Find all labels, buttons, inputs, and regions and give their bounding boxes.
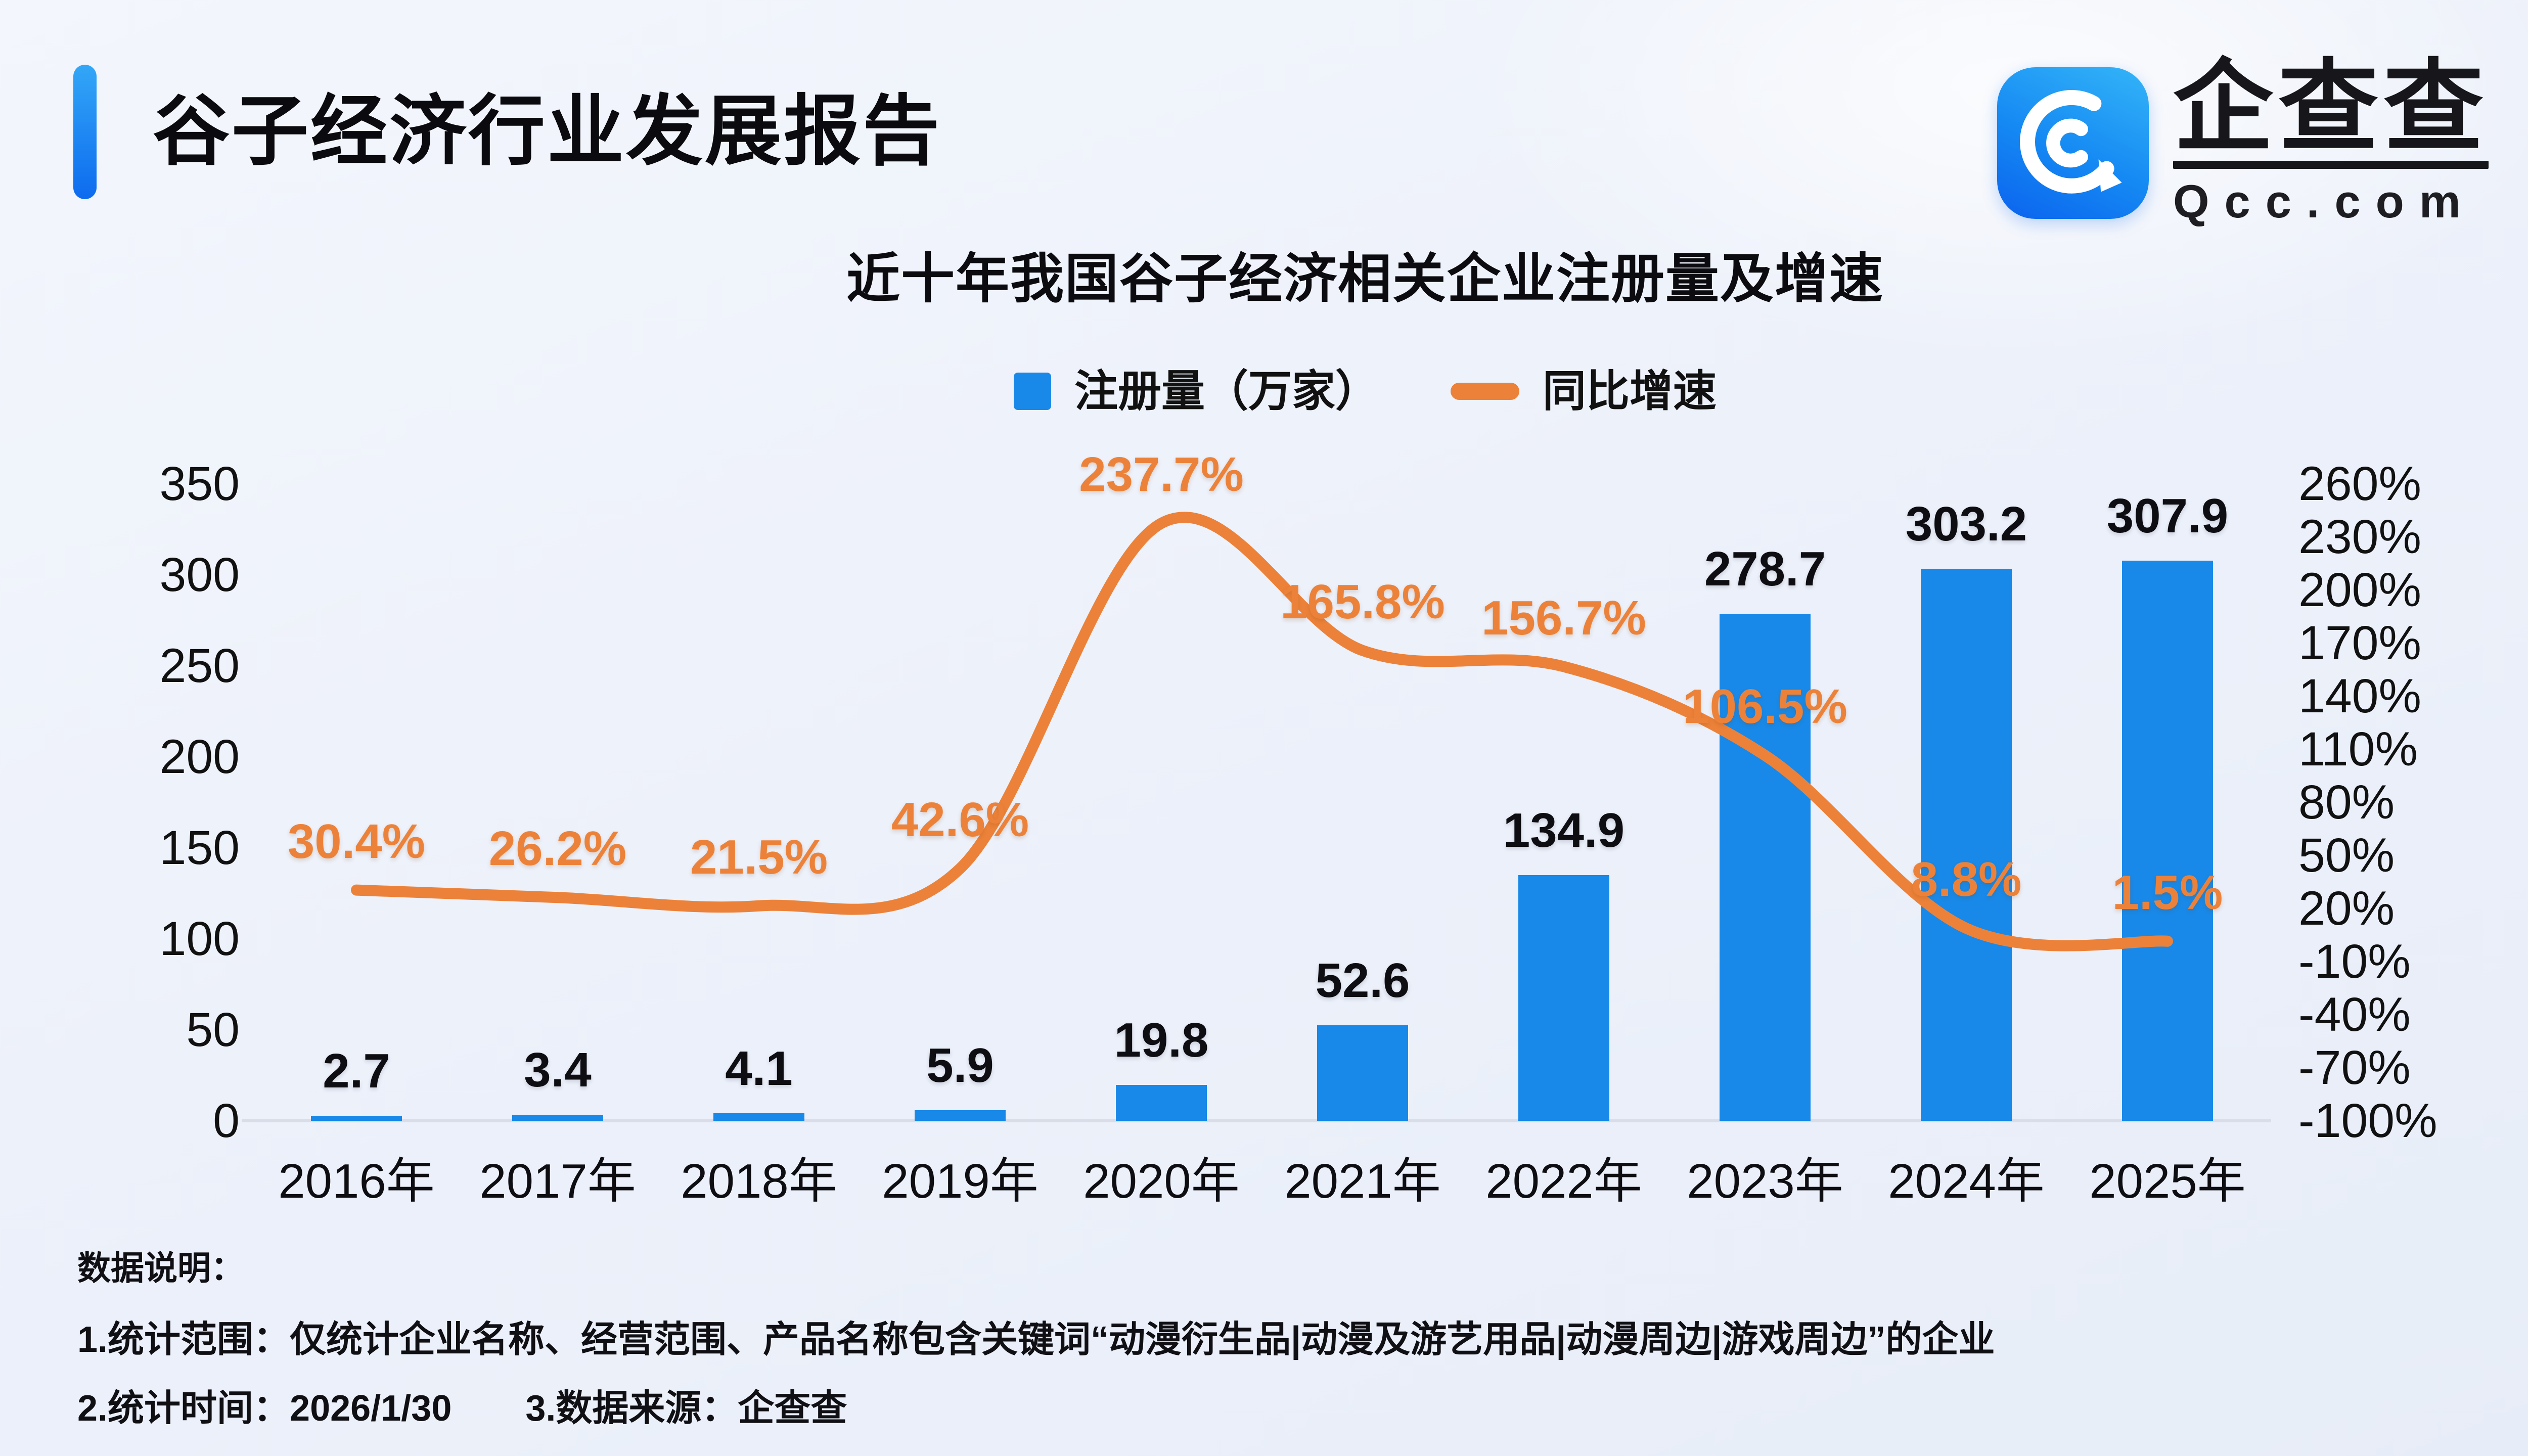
x-axis-year-label: 2023年 — [1687, 1154, 1843, 1208]
left-axis-tick: 200 — [159, 730, 240, 784]
qcc-logo-icon — [1997, 67, 2149, 219]
registration-bar — [2122, 560, 2213, 1121]
left-axis-tick: 50 — [186, 1003, 240, 1057]
growth-line-path — [351, 512, 2173, 951]
right-axis-tick: 230% — [2298, 510, 2421, 564]
legend-label: 同比增速 — [1543, 367, 1717, 416]
qcc-logo: 企查查 Qcc.com — [1997, 57, 2489, 230]
growth-rate-label: 156.7% — [1481, 590, 1646, 645]
right-axis-tick: 80% — [2298, 776, 2395, 829]
chart-legend: 注册量（万家） 同比增速 — [268, 367, 2462, 416]
x-axis-year-label: 2020年 — [1083, 1154, 1240, 1208]
right-axis-tick: 170% — [2298, 616, 2421, 670]
x-axis-year-label: 2021年 — [1284, 1154, 1441, 1208]
x-axis-year-label: 2024年 — [1888, 1154, 2045, 1208]
right-axis-tick: 50% — [2298, 829, 2395, 882]
registration-bar — [1116, 1084, 1207, 1121]
legend-label: 注册量（万家） — [1074, 367, 1379, 416]
bar-value-label: 5.9 — [926, 1038, 994, 1093]
note-row: 2.统计时间：2026/1/30 3.数据来源：企查查 — [77, 1387, 847, 1430]
right-axis-tick: 260% — [2298, 457, 2421, 511]
x-axis-line — [242, 1119, 2271, 1122]
right-axis-tick: -100% — [2298, 1094, 2437, 1148]
bar-value-label: 278.7 — [1704, 541, 1826, 596]
right-axis-tick: -40% — [2298, 988, 2411, 1041]
chart-title: 近十年我国谷子经济相关企业注册量及增速 — [846, 249, 1884, 309]
x-axis-year-label: 2018年 — [681, 1154, 837, 1208]
note-data-source: 3.数据来源：企查查 — [525, 1388, 847, 1429]
left-axis-tick: 300 — [159, 548, 240, 602]
x-axis-year-label: 2016年 — [278, 1154, 435, 1208]
growth-rate-label: 8.8% — [1911, 852, 2022, 907]
bar-value-label: 19.8 — [1114, 1013, 1209, 1067]
registration-bar — [1921, 569, 2012, 1121]
registration-bar — [713, 1113, 804, 1121]
growth-rate-label: 165.8% — [1280, 574, 1445, 629]
qcc-logo-name: 企查查 — [2173, 51, 2489, 163]
left-axis-tick: 250 — [159, 639, 240, 693]
bar-value-label: 307.9 — [2106, 488, 2229, 543]
registration-bar — [311, 1116, 402, 1121]
right-axis-tick: 20% — [2298, 882, 2395, 935]
page-title: 谷子经济行业发展报告 — [153, 88, 941, 174]
left-axis-tick: 350 — [159, 457, 240, 511]
legend-bar-swatch-icon — [1014, 373, 1051, 410]
bar-value-label: 2.7 — [323, 1044, 390, 1099]
bar-value-label: 52.6 — [1315, 953, 1410, 1008]
x-axis-year-label: 2019年 — [882, 1154, 1039, 1208]
qcc-spiral-icon — [2020, 89, 2122, 194]
x-axis-year-label: 2017年 — [479, 1154, 636, 1208]
left-axis-tick: 150 — [159, 821, 240, 875]
x-axis-year-label: 2022年 — [1485, 1154, 1642, 1208]
notes-heading: 数据说明： — [77, 1249, 244, 1287]
note-statistic-scope: 1.统计范围：仅统计企业名称、经营范围、产品名称包含关键词“动漫衍生品|动漫及游… — [77, 1320, 1995, 1360]
bar-value-label: 134.9 — [1503, 803, 1625, 858]
qcc-logo-domain: Qcc.com — [2173, 176, 2476, 228]
growth-rate-label: 21.5% — [690, 830, 828, 884]
growth-rate-label: 237.7% — [1079, 447, 1244, 502]
registration-bar — [915, 1110, 1006, 1121]
legend-line-swatch-icon — [1451, 383, 1519, 400]
growth-rate-label: 30.4% — [287, 814, 426, 869]
right-axis-tick: 200% — [2298, 563, 2421, 617]
title-accent-bar — [73, 65, 97, 199]
right-axis-tick: 110% — [2298, 722, 2418, 776]
registration-bar — [1518, 875, 1609, 1121]
registration-bar — [1720, 613, 1811, 1121]
x-axis-year-label: 2025年 — [2089, 1154, 2246, 1208]
growth-rate-label: 42.6% — [891, 792, 1029, 847]
left-axis-tick: 0 — [213, 1094, 240, 1148]
bar-value-label: 303.2 — [1905, 497, 2027, 552]
registration-bar — [512, 1114, 603, 1121]
growth-rate-label: 1.5% — [2112, 865, 2223, 920]
bar-value-label: 3.4 — [524, 1042, 592, 1097]
right-axis-tick: 140% — [2298, 669, 2421, 723]
registration-bar — [1317, 1025, 1408, 1121]
left-axis-tick: 100 — [159, 912, 240, 966]
right-axis-tick: -70% — [2298, 1041, 2411, 1095]
growth-rate-label: 26.2% — [488, 822, 627, 876]
qcc-icon-tail — [2098, 159, 2122, 192]
note-statistic-time: 2.统计时间：2026/1/30 — [77, 1388, 452, 1429]
right-axis-tick: -10% — [2298, 935, 2411, 988]
bar-value-label: 4.1 — [725, 1041, 793, 1096]
growth-rate-label: 106.5% — [1683, 679, 1847, 734]
qcc-logo-text: 企查查 Qcc.com — [2173, 57, 2489, 230]
qcc-logo-underline — [2173, 161, 2489, 169]
